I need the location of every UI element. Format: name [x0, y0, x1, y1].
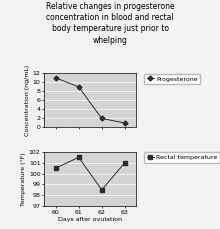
- Y-axis label: Concentration (ng/mL): Concentration (ng/mL): [25, 65, 30, 136]
- Legend: Rectal temperature: Rectal temperature: [144, 152, 220, 163]
- Y-axis label: Temperature (°F): Temperature (°F): [21, 152, 26, 206]
- X-axis label: Days after ovulation: Days after ovulation: [58, 217, 122, 222]
- Text: Relative changes in progesterone
concentration in blood and rectal
body temperat: Relative changes in progesterone concent…: [46, 2, 174, 45]
- Legend: Progesterone: Progesterone: [144, 74, 200, 84]
